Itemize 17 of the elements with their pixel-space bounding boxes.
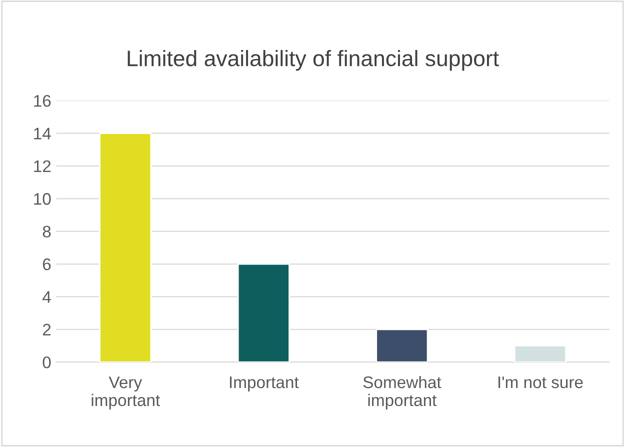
- x-tick-label: I'm not sure: [498, 376, 583, 388]
- y-tick-label: 0: [42, 356, 51, 368]
- chart-title: Limited availability of financial support: [128, 50, 499, 71]
- y-tick-label: 10: [34, 193, 51, 205]
- bar: [237, 263, 290, 362]
- y-tick-label: 12: [34, 160, 51, 172]
- x-tick-label: Very important: [92, 376, 160, 410]
- y-tick-label: 14: [34, 128, 51, 140]
- y-tick-label: 2: [42, 324, 51, 336]
- x-tick-label: Important: [230, 376, 299, 392]
- y-tick-label: 16: [34, 94, 51, 107]
- bar: [99, 132, 152, 362]
- y-tick-label: 8: [42, 226, 51, 238]
- y-tick-label: 6: [42, 258, 51, 270]
- y-tick-label: 4: [42, 291, 51, 303]
- x-tick-label: Somewhat important: [363, 376, 442, 410]
- bar: [376, 328, 428, 362]
